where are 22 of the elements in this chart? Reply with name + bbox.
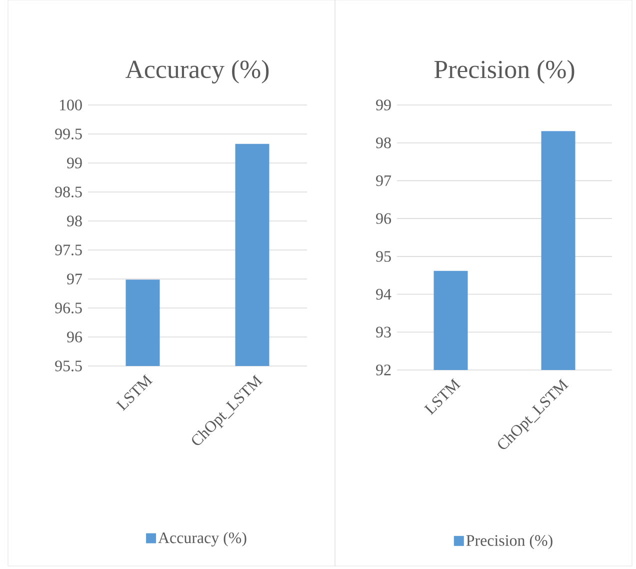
y-tick-label: 95 xyxy=(376,251,391,262)
chart-title: Precision (%) xyxy=(434,60,574,84)
y-tick-label: 98 xyxy=(67,216,82,226)
y-tick-label: 98.5 xyxy=(55,186,82,198)
y-tick-label: 99 xyxy=(376,100,391,110)
y-tick-label: 98 xyxy=(376,137,391,148)
chart-title: Accuracy (%) xyxy=(125,60,269,84)
y-tick-label: 99 xyxy=(67,158,82,168)
y-tick-label: 99.5 xyxy=(55,128,82,140)
y-tick-label: 96 xyxy=(376,213,392,224)
y-tick-label: 92 xyxy=(376,364,391,376)
y-tick-label: 97.5 xyxy=(55,244,82,256)
y-tick-label: 96 xyxy=(67,332,82,342)
y-tick-label: 100 xyxy=(60,100,82,110)
y-tick-label: 96.5 xyxy=(55,302,82,314)
y-tick-label: 97 xyxy=(67,274,82,284)
y-tick-label: 97 xyxy=(376,175,392,186)
y-tick-label: 95.5 xyxy=(55,360,82,372)
legend-label: Accuracy (%) xyxy=(158,532,246,546)
y-tick-label: 94 xyxy=(376,288,392,300)
legend-label: Precision (%) xyxy=(466,534,552,550)
y-tick-label: 93 xyxy=(376,326,391,338)
